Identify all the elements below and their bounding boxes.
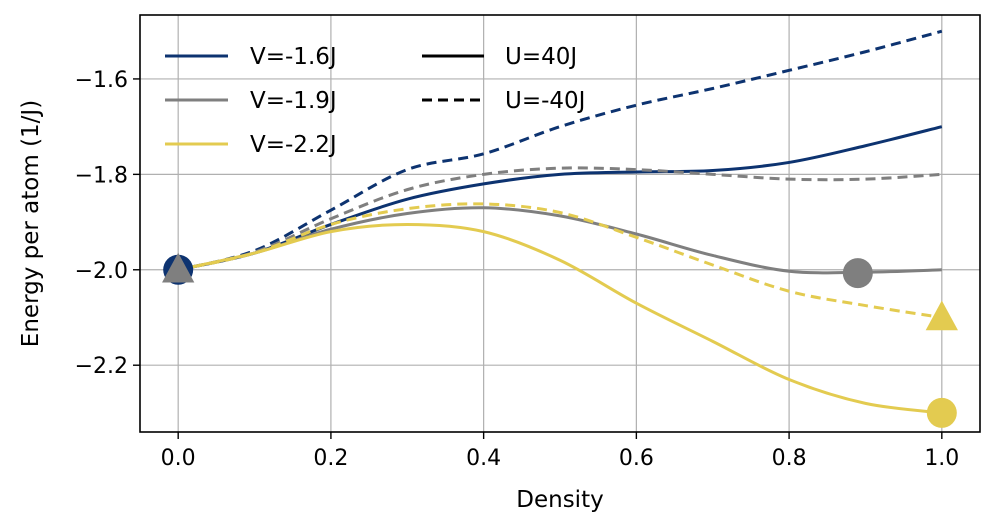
legend-label-v-1-9: V=-1.9J <box>250 88 337 114</box>
legend: V=-1.6J V=-1.9J V=-2.2J U=40J U=-40J <box>165 44 585 158</box>
series-line <box>177 222 943 415</box>
x-tick-label: 0.8 <box>772 446 807 471</box>
y-tick-label: −2.2 <box>75 354 128 379</box>
x-tick-label: 0.0 <box>161 446 196 471</box>
plot-frame <box>139 14 981 433</box>
x-tick-label: 0.6 <box>619 446 654 471</box>
series-line <box>177 202 943 319</box>
legend-label-u-40: U=40J <box>505 44 577 70</box>
marker-circle <box>926 397 957 428</box>
x-axis-label: Density <box>516 487 603 513</box>
axis-ticks: 0.0 0.2 0.4 0.6 0.8 1.0 −1.6 −1.8 −2.0 −2.2 <box>75 68 960 471</box>
legend-label-v-1-6: V=-1.6J <box>250 44 337 70</box>
legend-label-u-minus-40: U=-40J <box>505 88 585 114</box>
marker-triangle <box>925 300 958 331</box>
y-axis-label: Energy per atom (1/J) <box>18 100 44 347</box>
y-tick-label: −2.0 <box>75 259 128 284</box>
grid <box>140 15 980 432</box>
x-tick-label: 0.2 <box>313 446 348 471</box>
y-tick-label: −1.8 <box>75 163 128 188</box>
series-line <box>177 166 942 272</box>
series-lines <box>177 29 943 415</box>
x-tick-label: 0.4 <box>466 446 501 471</box>
x-tick-label: 1.0 <box>924 446 959 471</box>
y-tick-label: −1.6 <box>75 68 128 93</box>
marker-triangle <box>162 252 195 283</box>
legend-label-v-2-2: V=-2.2J <box>250 132 337 158</box>
series-line <box>177 29 943 272</box>
markers <box>162 252 958 428</box>
marker-circle <box>842 258 873 289</box>
